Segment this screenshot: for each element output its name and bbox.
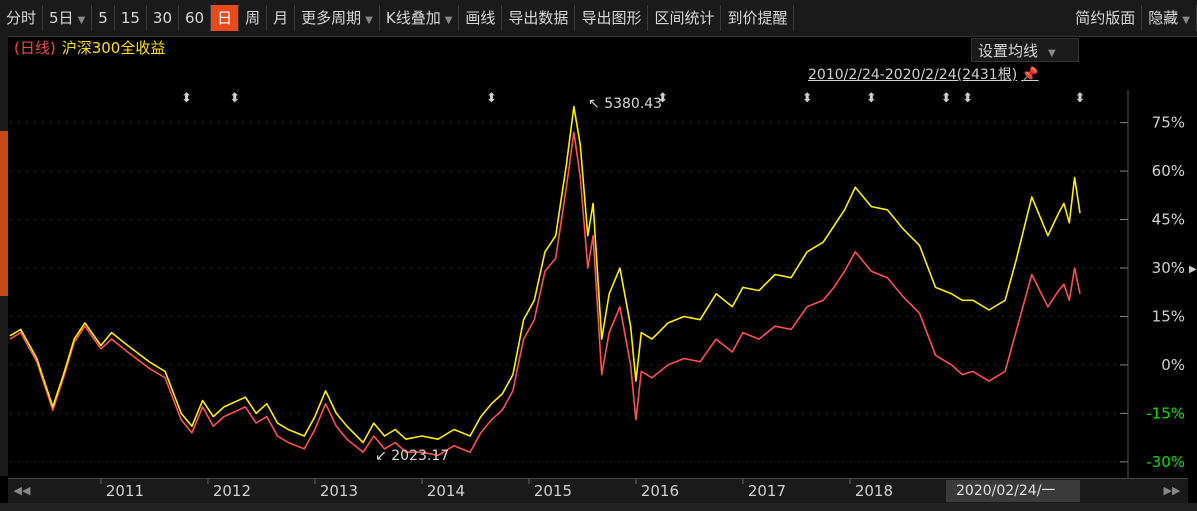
chevron-down-icon: ▼ bbox=[1182, 15, 1190, 26]
event-marker-icon[interactable]: ⬍ bbox=[229, 91, 240, 106]
toolbar-item-15[interactable]: 到价提醒 bbox=[721, 5, 795, 31]
time-scrollbar[interactable]: ◀◀ 2020/02/24/一 ▶▶ bbox=[8, 478, 1188, 503]
toolbar-item-1[interactable]: 5日 ▼ bbox=[43, 5, 93, 31]
event-marker-icon[interactable]: ⬍ bbox=[181, 91, 192, 106]
toolbar-right-item-0[interactable]: 简约版面 bbox=[1069, 5, 1143, 31]
toolbar-item-13[interactable]: 导出图形 bbox=[575, 5, 649, 31]
chevron-down-icon: ▼ bbox=[444, 15, 453, 26]
toolbar-item-2[interactable]: 5 bbox=[92, 5, 115, 31]
event-marker-icon[interactable]: ⬍ bbox=[941, 91, 952, 106]
toolbar-item-label: 到价提醒 bbox=[727, 9, 788, 27]
y-tick-label: 45% bbox=[1152, 211, 1185, 229]
chevron-down-icon: ▼ bbox=[1048, 48, 1056, 59]
extreme-annotation: ↙ 2023.17 bbox=[375, 448, 449, 464]
toolbar-right-item-label: 简约版面 bbox=[1075, 9, 1136, 27]
chevron-down-icon: ▼ bbox=[365, 15, 373, 26]
toolbar-item-label: 日 bbox=[217, 9, 233, 27]
event-marker-icon[interactable]: ⬍ bbox=[657, 91, 668, 106]
series-line-0 bbox=[9, 105, 1081, 444]
y-tick-label: 0% bbox=[1161, 356, 1185, 374]
current-date-box: 2020/02/24/一 bbox=[946, 480, 1080, 502]
toolbar-item-7[interactable]: 周 bbox=[239, 5, 268, 31]
toolbar-item-label: 月 bbox=[273, 9, 289, 27]
toolbar-item-label: 导出数据 bbox=[508, 9, 569, 27]
toolbar-item-label: 画线 bbox=[465, 9, 496, 27]
toolbar-item-9[interactable]: 更多周期 ▼ bbox=[295, 5, 380, 31]
extreme-annotation: ↖ 5380.43 bbox=[588, 96, 662, 112]
left-side-strip bbox=[0, 36, 8, 476]
toolbar-item-label: 15 bbox=[120, 9, 140, 27]
toolbar-item-label: 5 bbox=[98, 9, 108, 27]
date-range-label[interactable]: 2010/2/24-2020/2/24(2431根) 📌 bbox=[808, 64, 1039, 84]
series-line-1 bbox=[9, 131, 1081, 457]
event-marker-icon[interactable]: ⬍ bbox=[962, 91, 973, 106]
toolbar-item-3[interactable]: 15 bbox=[115, 5, 147, 31]
toolbar-item-12[interactable]: 导出数据 bbox=[502, 5, 576, 31]
ma-settings-label: 设置均线 bbox=[978, 42, 1039, 60]
toolbar-item-6[interactable]: 日 bbox=[211, 5, 240, 31]
y-tick-label: 15% bbox=[1152, 307, 1185, 325]
pin-icon[interactable]: 📌 bbox=[1021, 67, 1039, 83]
toolbar-right-item-1[interactable]: 隐藏 ▼ bbox=[1142, 5, 1197, 31]
chart-toolbar: 分时 5日 ▼ 5 15 30 60 日周月更多周期 ▼ K线叠加 ▼ 画线 导出数据 导出图形 区间统计到… bbox=[0, 0, 1197, 37]
scroll-right-icon[interactable]: ▶▶ bbox=[1163, 484, 1181, 497]
bottom-tabs-strip bbox=[0, 503, 1197, 511]
event-marker-icon[interactable]: ⬍ bbox=[866, 91, 877, 106]
toolbar-item-4[interactable]: 30 bbox=[147, 5, 179, 31]
toolbar-item-label: 区间统计 bbox=[654, 9, 715, 27]
toolbar-right-item-label: 隐藏 bbox=[1148, 9, 1179, 27]
ma-settings-dropdown[interactable]: 设置均线 ▼ bbox=[971, 38, 1079, 62]
toolbar-item-label: 分时 bbox=[6, 9, 37, 27]
toolbar-item-label: 周 bbox=[245, 9, 261, 27]
toolbar-item-label: 更多周期 bbox=[301, 9, 362, 27]
toolbar-item-label: 5日 bbox=[49, 9, 74, 27]
left-strip-highlight[interactable] bbox=[0, 131, 8, 296]
toolbar-item-0[interactable]: 分时 bbox=[0, 5, 44, 31]
date-range-text: 2010/2/24-2020/2/24(2431根) bbox=[808, 67, 1018, 83]
scroll-left-icon[interactable]: ◀◀ bbox=[13, 484, 31, 497]
toolbar-item-8[interactable]: 月 bbox=[267, 5, 296, 31]
legend-series-name: 沪深300全收益 bbox=[61, 39, 166, 57]
chevron-down-icon: ▼ bbox=[77, 15, 86, 26]
toolbar-item-label: 30 bbox=[152, 9, 172, 27]
expand-right-icon[interactable]: ▶ bbox=[1189, 264, 1197, 275]
legend-period-tag: (日线) bbox=[14, 39, 56, 57]
toolbar-right-group: 简约版面 隐藏 ▼ bbox=[1069, 0, 1197, 36]
toolbar-item-label: K线叠加 bbox=[385, 9, 441, 27]
toolbar-item-label: 60 bbox=[185, 9, 205, 27]
y-tick-label: 60% bbox=[1152, 162, 1185, 180]
y-tick-label: 75% bbox=[1152, 114, 1185, 132]
toolbar-item-11[interactable]: 画线 bbox=[459, 5, 503, 31]
toolbar-left-group: 分时 5日 ▼ 5 15 30 60 日周月更多周期 ▼ K线叠加 ▼ 画线 导出数据 导出图形 区间统计到… bbox=[0, 0, 795, 36]
y-tick-label: -30% bbox=[1146, 453, 1185, 471]
event-marker-icon[interactable]: ⬍ bbox=[802, 91, 813, 106]
y-tick-label: 30% bbox=[1152, 259, 1185, 277]
toolbar-item-5[interactable]: 60 bbox=[179, 5, 212, 31]
event-marker-icon[interactable]: ⬍ bbox=[486, 91, 497, 106]
y-tick-label: -15% bbox=[1146, 404, 1185, 422]
chart-legend: (日线) 沪深300全收益 bbox=[14, 37, 165, 58]
toolbar-item-14[interactable]: 区间统计 bbox=[648, 5, 722, 31]
toolbar-item-label: 导出图形 bbox=[581, 9, 642, 27]
event-marker-icon[interactable]: ⬍ bbox=[1075, 91, 1086, 106]
toolbar-item-10[interactable]: K线叠加 ▼ bbox=[380, 5, 460, 31]
